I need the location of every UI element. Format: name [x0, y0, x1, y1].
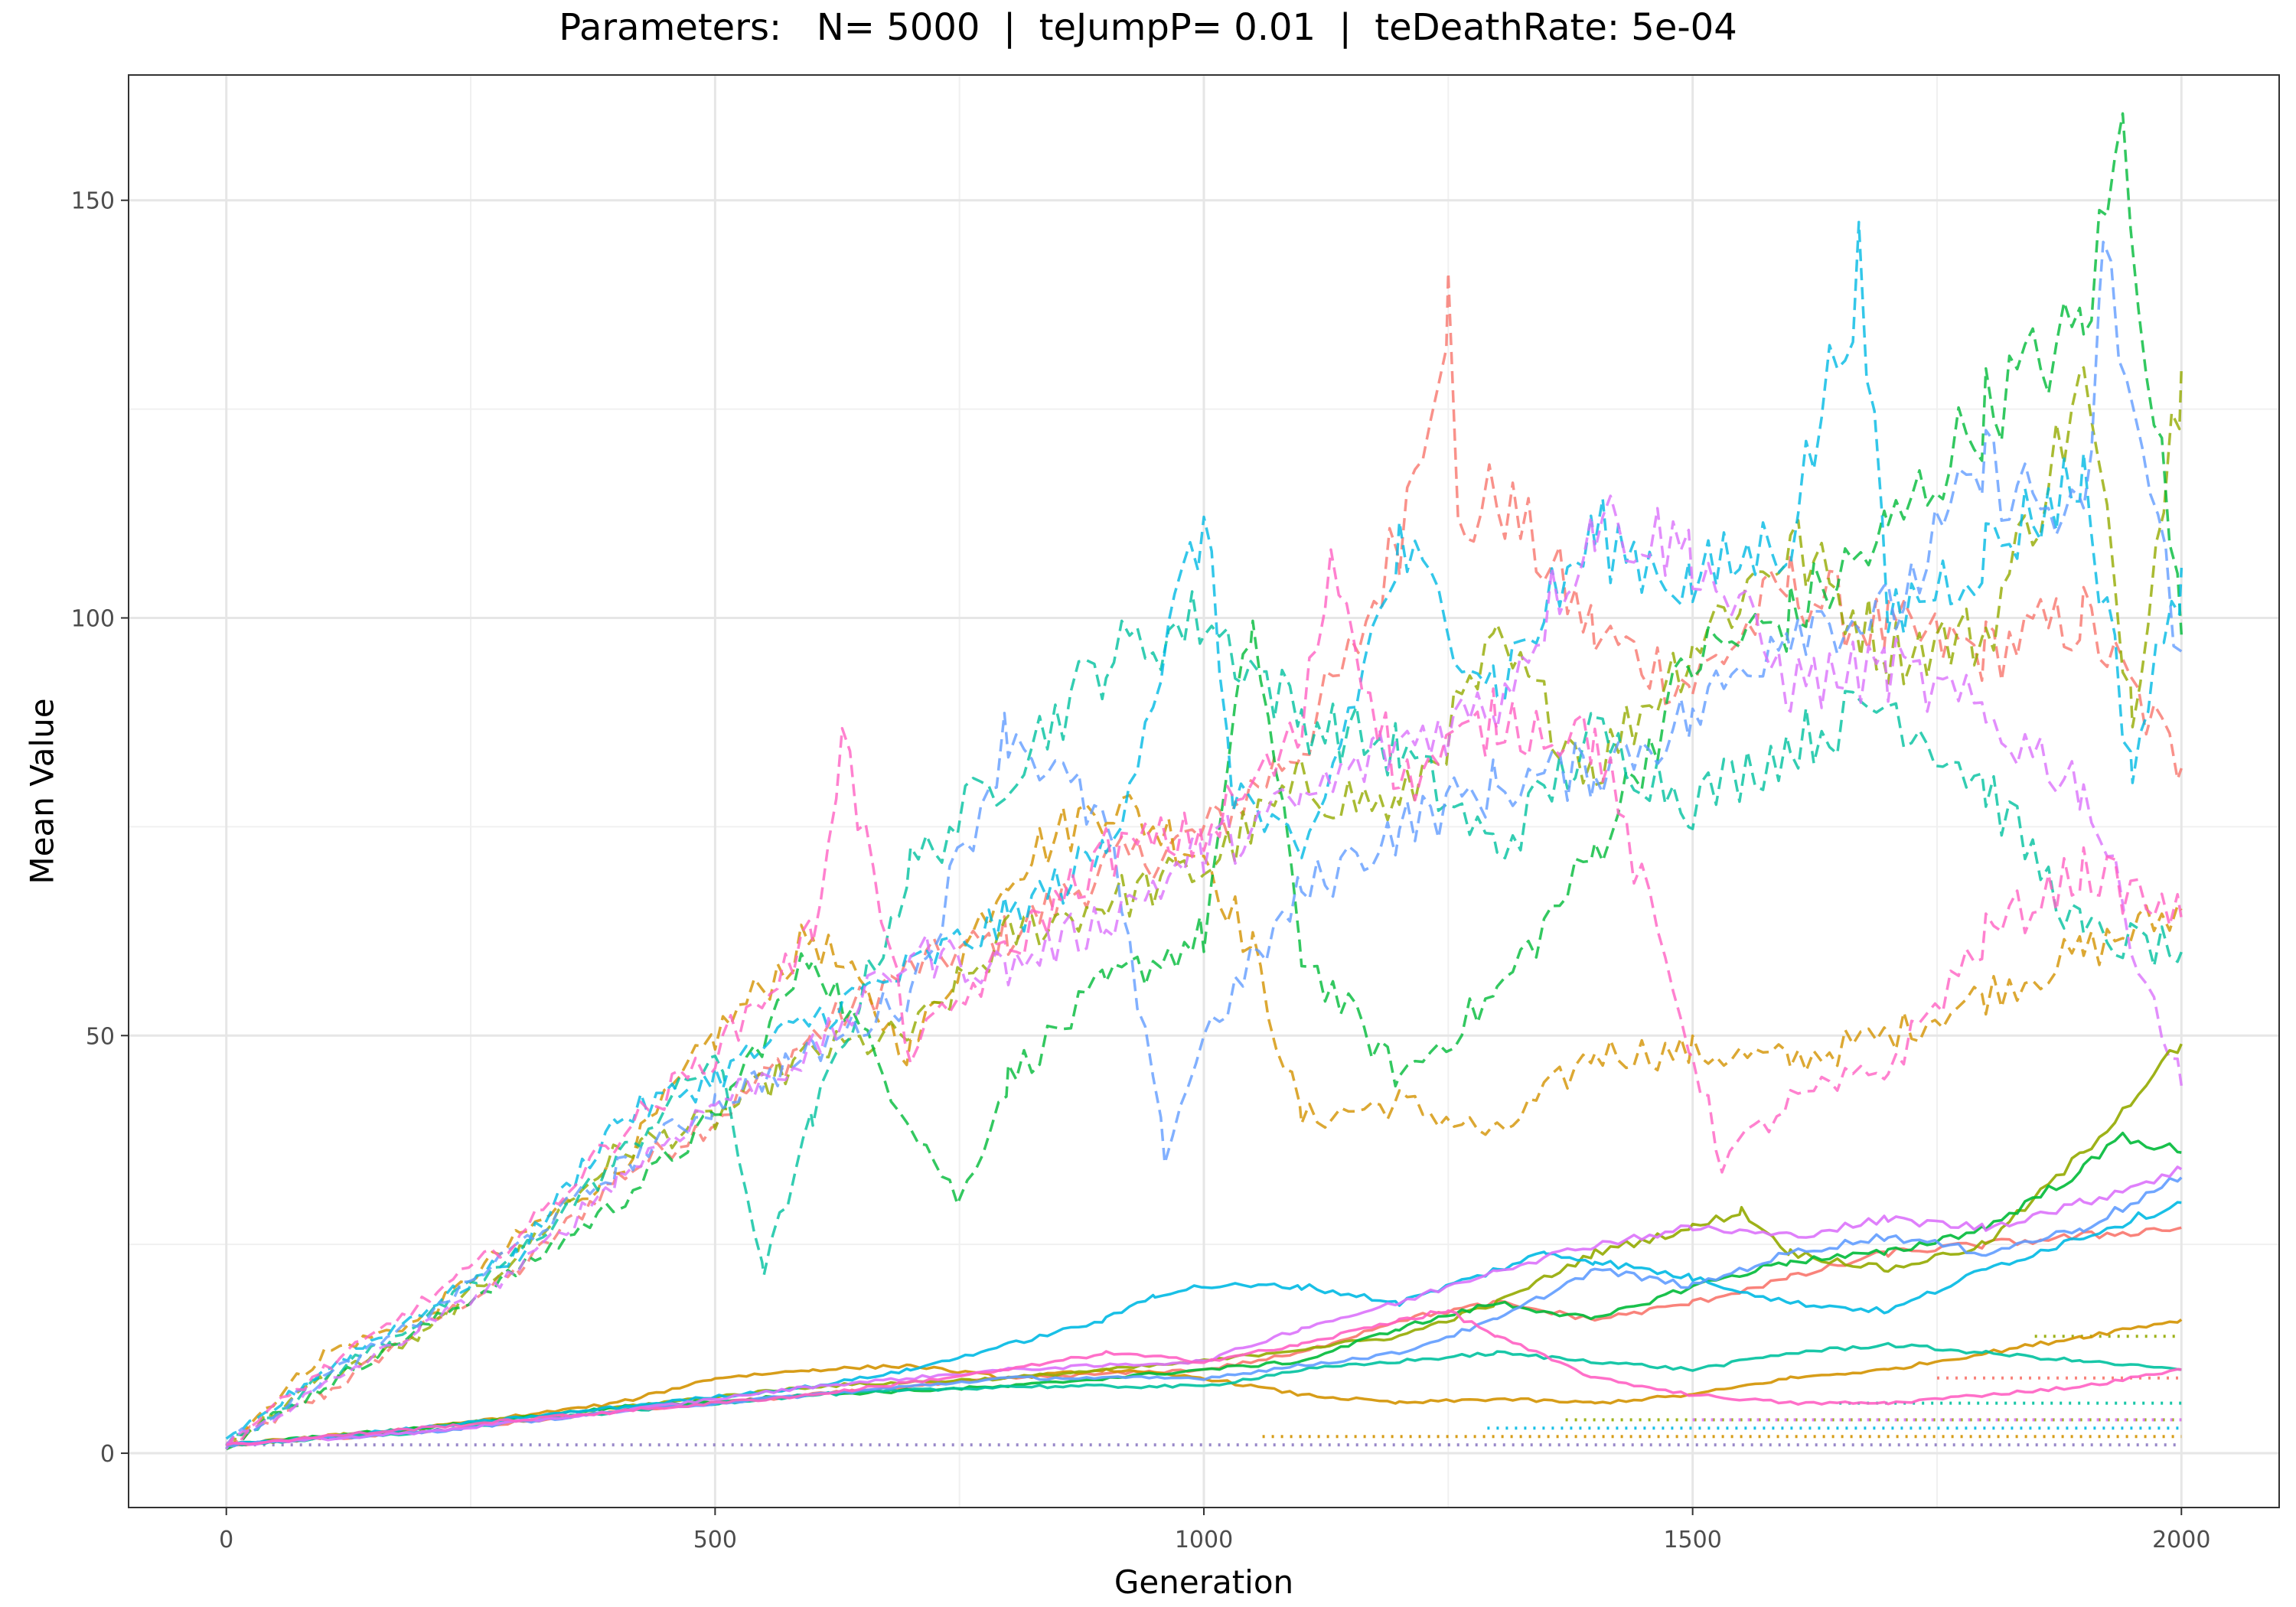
x-tick-label: 0 — [219, 1527, 233, 1553]
chart-title: Parameters: N= 5000 | teJumpP= 0.01 | te… — [559, 6, 1737, 49]
series-line-solid-16 — [226, 1165, 2183, 1446]
series-line-dashed-1 — [225, 794, 2183, 1450]
series-line-dashed-7 — [225, 494, 2183, 1450]
y-tick-label: 50 — [86, 1023, 115, 1050]
x-tick-label: 1000 — [1175, 1527, 1233, 1553]
y-tick-label: 100 — [71, 606, 115, 633]
y-axis-title: Mean Value — [24, 698, 61, 884]
series-line-dashed-8 — [225, 548, 2183, 1448]
series-line-dashed-4 — [225, 590, 2183, 1450]
x-tick-label: 1500 — [1663, 1527, 1721, 1553]
series-line-solid-10 — [226, 1318, 2183, 1446]
axes: 0 500 1000 1500 2000 0 50 100 150 — [71, 188, 2211, 1553]
x-tick-label: 2000 — [2152, 1527, 2210, 1553]
x-axis-title: Generation — [1114, 1563, 1293, 1601]
y-tick-label: 150 — [71, 188, 115, 215]
series-line-dashed-5 — [225, 220, 2183, 1440]
plot-series — [225, 112, 2183, 1451]
series-line-solid-14 — [226, 1201, 2182, 1446]
series-line-dashed-6 — [225, 240, 2183, 1446]
series-line-solid-17 — [226, 1309, 2182, 1446]
x-tick-label: 500 — [693, 1527, 737, 1553]
y-tick-label: 0 — [100, 1441, 115, 1468]
series-line-dashed-3 — [225, 112, 2183, 1451]
